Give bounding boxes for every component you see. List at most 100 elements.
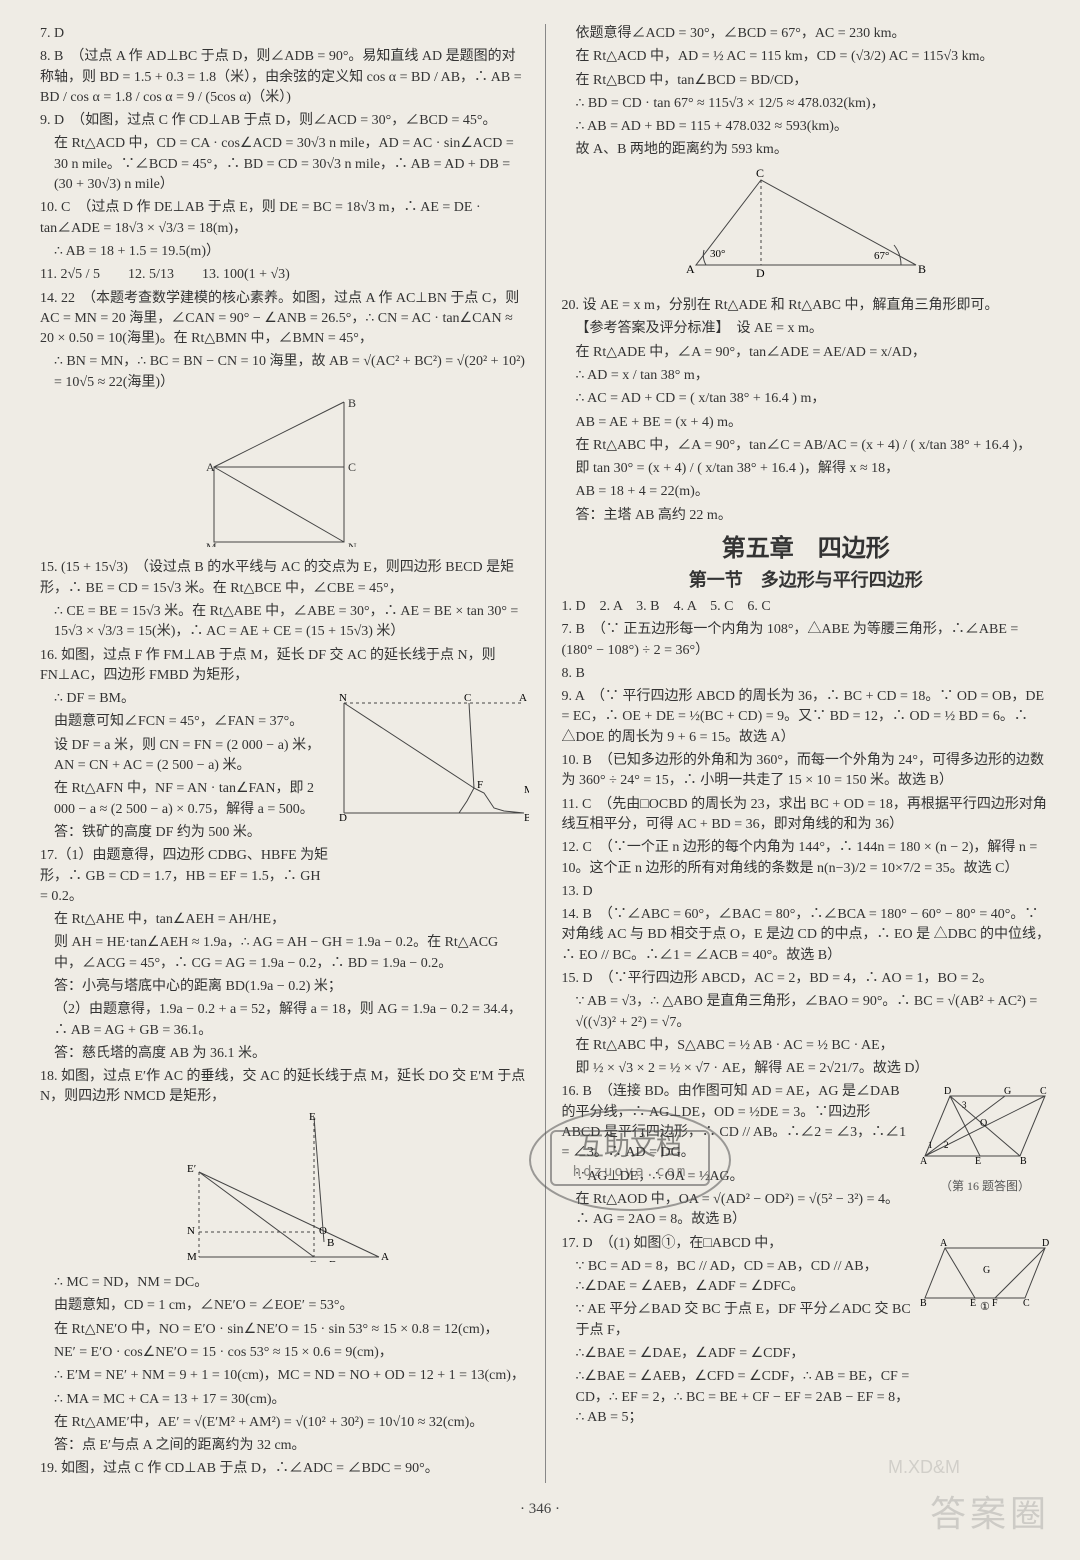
svg-text:A: A xyxy=(686,262,695,276)
svg-text:M: M xyxy=(206,540,217,547)
q18b: ∴ MC = ND，NM = DC。 xyxy=(40,1273,529,1293)
r15c: 在 Rt△ABC 中，S△ABC = ½ AB · AC = ½ BC · AE… xyxy=(561,1036,1050,1056)
q17c: 则 AH = HE·tan∠AEH ≈ 1.9a，∴ AG = AH − GH … xyxy=(40,933,529,974)
r17a: 17. D （(1) 如图①，在□ABCD 中， xyxy=(561,1234,912,1254)
figure-19: A B C D 30° 67° xyxy=(561,165,1050,292)
r15d: 即 ½ × √3 × 2 = ½ × √7 · AE，解得 AE = 2√21/… xyxy=(561,1059,1050,1079)
svg-text:M: M xyxy=(524,784,529,796)
r14: 14. B （∵∠ABC = 60°，∠BAC = 80°，∴∠BCA = 18… xyxy=(561,905,1050,966)
q10a: 10. C （过点 D 作 DE⊥AB 于点 E，则 DE = BC = 18√… xyxy=(40,198,529,239)
svg-text:①: ① xyxy=(980,1301,990,1310)
q16f: 答：铁矿的高度 DF 约为 500 米。 xyxy=(40,823,331,843)
svg-text:3: 3 xyxy=(962,1100,967,1110)
svg-text:A: A xyxy=(940,1238,948,1249)
q9a: 9. D （如图，过点 C 作 CD⊥AB 于点 D，则∠ACD = 30°，∠… xyxy=(40,111,529,131)
svg-text:B: B xyxy=(1020,1156,1027,1166)
q16a: 16. 如图，过点 F 作 FM⊥AB 于点 M，延长 DF 交 AC 的延长线… xyxy=(40,646,529,687)
q18c: 由题意知，CD = 1 cm，∠NE′O = ∠EOE′ = 53°。 xyxy=(40,1296,529,1316)
r8: 8. B xyxy=(561,664,1050,684)
svg-text:G: G xyxy=(1004,1086,1011,1097)
svg-text:O: O xyxy=(319,1225,327,1237)
r-top4: ∴ BD = CD · tan 67° ≈ 115√3 × 12/5 ≈ 478… xyxy=(561,94,1050,114)
r7: 7. B （∵ 正五边形每一个内角为 108°，△ABE 为等腰三角形，∴∠AB… xyxy=(561,620,1050,661)
svg-text:O: O xyxy=(980,1118,987,1129)
q18i: 答：点 E′与点 A 之间的距离约为 32 cm。 xyxy=(40,1436,529,1456)
q20i: AB = 18 + 4 = 22(m)。 xyxy=(561,482,1050,502)
r16a: 16. B （连接 BD。由作图可知 AD = AE，AG 是∠DAB 的平分线… xyxy=(561,1082,912,1163)
q8: 8. B （过点 A 作 AD⊥BC 于点 D，则∠ADB = 90°。易知直线… xyxy=(40,47,529,108)
svg-text:C: C xyxy=(1040,1086,1047,1097)
svg-text:E: E xyxy=(975,1156,981,1166)
svg-text:C: C xyxy=(756,166,764,180)
svg-text:N: N xyxy=(339,693,347,704)
q20c: 在 Rt△ADE 中，∠A = 90°，tan∠ADE = AE/AD = x/… xyxy=(561,343,1050,363)
q18a: 18. 如图，过点 E′作 AC 的垂线，交 AC 的延长线于点 M，延长 DO… xyxy=(40,1067,529,1108)
figure-18: E E′ A O B C D N M xyxy=(40,1112,529,1269)
figure-17r: A D B E F C G ① xyxy=(920,1238,1050,1317)
r15a: 15. D （∵平行四边形 ABCD，AC = 2，BD = 4，∴ AO = … xyxy=(561,969,1050,989)
q18e: NE′ = E′O · cos∠NE′O = 15 · cos 53° ≈ 15… xyxy=(40,1343,529,1363)
q11: 11. 2√5 / 5 12. 5/13 13. 100(1 + √3) xyxy=(40,265,529,285)
svg-text:B: B xyxy=(348,397,356,410)
r13: 13. D xyxy=(561,882,1050,902)
q15b: ∴ CE = BE = 15√3 米。在 Rt△ABE 中，∠ABE = 30°… xyxy=(40,602,529,643)
q20a: 20. 设 AE = x m，分别在 Rt△ADE 和 Rt△ABC 中，解直角… xyxy=(561,296,1050,316)
q16d: 设 DF = a 米，则 CN = FN = (2 000 − a) 米，AN … xyxy=(40,736,331,777)
page: 7. D 8. B （过点 A 作 AD⊥BC 于点 D，则∠ADB = 90°… xyxy=(0,0,1080,1493)
q18h: 在 Rt△AME′中，AE′ = √(E′M² + AM²) = √(10² +… xyxy=(40,1413,529,1433)
r11: 11. C （先由□OCBD 的周长为 23，求出 BC + OD = 18，再… xyxy=(561,795,1050,836)
svg-text:A: A xyxy=(920,1156,928,1166)
q19: 19. 如图，过点 C 作 CD⊥AB 于点 D，∴∠ADC = ∠BDC = … xyxy=(40,1459,529,1479)
svg-text:B: B xyxy=(920,1298,927,1309)
q17e: （2）由题意得，1.9a − 0.2 + a = 52，解得 a = 18，则 … xyxy=(40,1000,529,1041)
svg-text:A: A xyxy=(381,1251,389,1262)
q20d: ∴ AD = x / tan 38° m， xyxy=(561,366,1050,386)
r1: 1. D 2. A 3. B 4. A 5. C 6. C xyxy=(561,597,1050,617)
right-column: 依题意得∠ACD = 30°，∠BCD = 67°，AC = 230 km。 在… xyxy=(561,24,1050,1483)
r12: 12. C （∵一个正 n 边形的每个内角为 144°，∴ 144n = 180… xyxy=(561,838,1050,879)
svg-text:A: A xyxy=(519,693,527,704)
svg-text:C: C xyxy=(464,693,471,704)
column-divider xyxy=(545,24,546,1483)
q17f: 答：慈氏塔的高度 AB 为 36.1 米。 xyxy=(40,1044,529,1064)
figure-16: N C A F M D B xyxy=(339,693,529,906)
q7: 7. D xyxy=(40,24,529,44)
q20g: 在 Rt△ABC 中，∠A = 90°，tan∠C = AB/AC = (x +… xyxy=(561,436,1050,456)
r-top1: 依题意得∠ACD = 30°，∠BCD = 67°，AC = 230 km。 xyxy=(561,24,1050,44)
svg-text:B: B xyxy=(918,262,926,276)
svg-text:E: E xyxy=(309,1112,316,1123)
svg-text:M: M xyxy=(187,1251,197,1262)
figure-16r: D G C A E B O 1 2 3 xyxy=(920,1086,1050,1173)
svg-text:C: C xyxy=(348,460,356,474)
svg-text:E: E xyxy=(970,1298,976,1309)
q17b: 在 Rt△AHE 中，tan∠AEH = AH/HE， xyxy=(40,910,529,930)
q9b: 在 Rt△ACD 中，CD = CA · cos∠ACD = 30√3 n mi… xyxy=(40,134,529,195)
r17c: ∵ AE 平分∠BAD 交 BC 于点 E，DF 平分∠ADC 交 BC 于点 … xyxy=(561,1300,912,1341)
r-top3: 在 Rt△BCD 中，tan∠BCD = BD/CD， xyxy=(561,71,1050,91)
svg-text:C: C xyxy=(1023,1298,1030,1309)
r16c: 在 Rt△AOD 中，OA = √(AD² − OD²) = √(5² − 3²… xyxy=(561,1190,912,1231)
svg-text:G: G xyxy=(983,1265,990,1276)
svg-text:F: F xyxy=(477,779,483,791)
chapter-title: 第五章 四边形 xyxy=(561,532,1050,567)
svg-text:D: D xyxy=(756,266,765,280)
q20j: 答：主塔 AB 高约 22 m。 xyxy=(561,506,1050,526)
left-column: 7. D 8. B （过点 A 作 AD⊥BC 于点 D，则∠ADB = 90°… xyxy=(40,24,529,1483)
r17d: ∴∠BAE = ∠DAE，∠ADF = ∠CDF， xyxy=(561,1344,912,1364)
svg-text:F: F xyxy=(992,1298,998,1309)
page-number: · 346 · xyxy=(0,1499,1080,1521)
svg-text:2: 2 xyxy=(944,1140,949,1150)
q18g: ∴ MA = MC + CA = 13 + 17 = 30(cm)。 xyxy=(40,1390,529,1410)
svg-text:N: N xyxy=(187,1225,195,1237)
svg-text:N: N xyxy=(348,540,357,547)
r16b: ∵ AG⊥DE，∴ OA = ½AG。 xyxy=(561,1167,912,1187)
svg-text:B: B xyxy=(327,1237,334,1249)
r17b: ∵ BC = AD = 8，BC // AD，CD = AB，CD // AB，… xyxy=(561,1257,912,1298)
r-top2: 在 Rt△ACD 中，AD = ½ AC = 115 km，CD = (√3/2… xyxy=(561,47,1050,67)
svg-text:A: A xyxy=(206,460,215,474)
svg-text:D: D xyxy=(339,812,347,823)
svg-text:D: D xyxy=(944,1086,951,1097)
r10: 10. B （已知多边形的外角和为 360°，而每一个外角为 24°，可得多边形… xyxy=(561,751,1050,792)
svg-text:1: 1 xyxy=(928,1140,933,1150)
q16b: ∴ DF = BM。 xyxy=(40,689,331,709)
